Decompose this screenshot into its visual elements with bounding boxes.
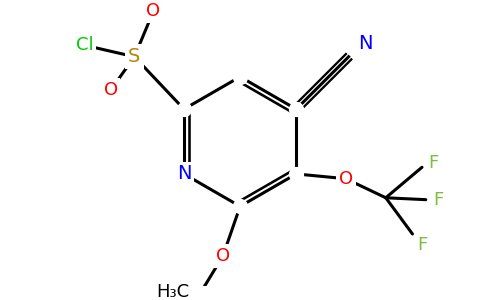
Text: F: F xyxy=(417,236,427,254)
Text: O: O xyxy=(104,81,118,99)
Text: N: N xyxy=(359,34,373,53)
Text: S: S xyxy=(128,47,141,66)
Text: N: N xyxy=(177,164,191,183)
Text: Cl: Cl xyxy=(76,36,94,54)
Text: O: O xyxy=(147,2,161,20)
Text: O: O xyxy=(216,247,230,265)
Text: O: O xyxy=(339,170,353,188)
Text: F: F xyxy=(433,191,443,209)
Text: H₃C: H₃C xyxy=(156,283,190,300)
Text: F: F xyxy=(428,154,439,172)
